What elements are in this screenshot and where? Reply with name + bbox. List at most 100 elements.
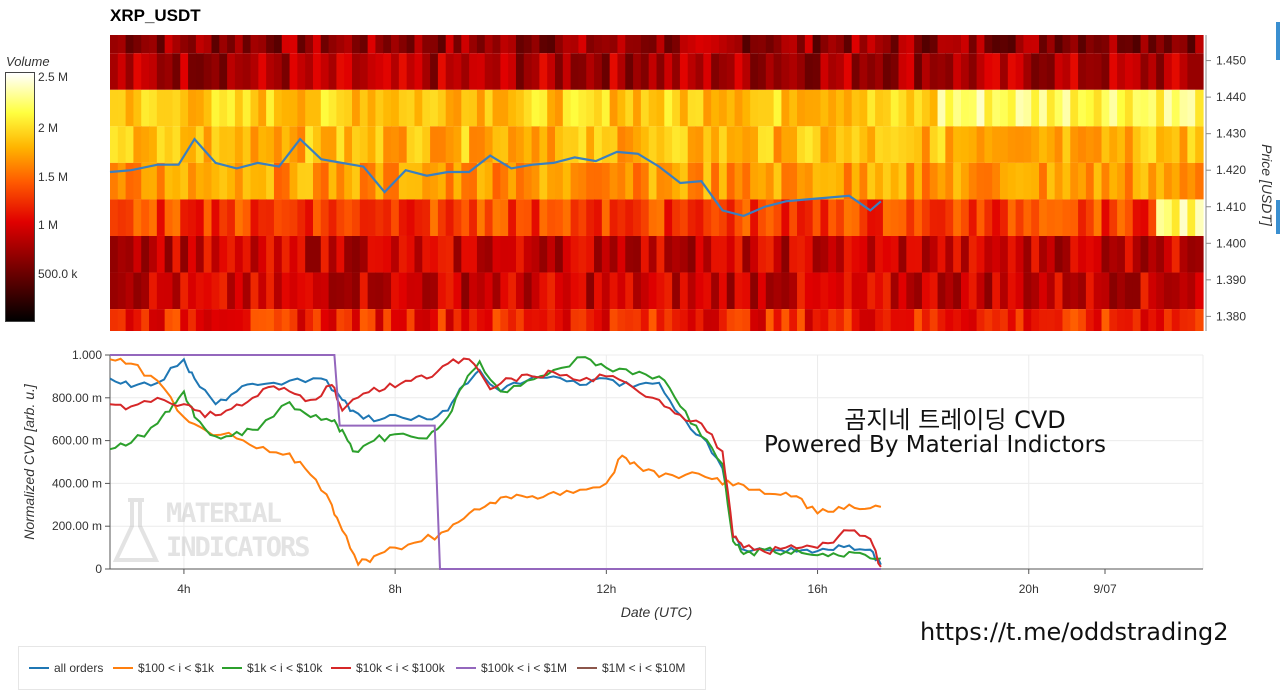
heatmap-cell	[508, 199, 517, 236]
heatmap-cell	[1195, 235, 1204, 273]
heatmap-cell	[867, 162, 876, 200]
legend-item[interactable]: all orders	[29, 661, 103, 675]
heatmap-cell	[422, 272, 431, 310]
heatmap-cell	[555, 272, 564, 310]
heatmap-cell	[984, 126, 993, 163]
heatmap-cell	[1148, 35, 1157, 54]
heatmap-cell	[945, 162, 954, 200]
heatmap-cell	[664, 309, 673, 331]
heatmap-cell	[633, 235, 642, 273]
heatmap-cell	[375, 126, 384, 163]
heatmap-cell	[992, 199, 1001, 236]
telegram-link[interactable]: https://t.me/oddstrading2	[920, 618, 1229, 646]
heatmap-cell	[1148, 235, 1157, 273]
heatmap-cell	[875, 272, 884, 310]
heatmap-cell	[531, 89, 540, 127]
heatmap-cell	[734, 235, 743, 273]
heatmap-cell	[711, 309, 720, 331]
heatmap-cell	[1007, 126, 1017, 163]
heatmap-cell	[789, 235, 798, 273]
heatmap-cell	[305, 35, 314, 54]
heatmap-cell	[555, 35, 564, 54]
heatmap-cell	[500, 235, 509, 273]
heatmap-cell	[1007, 199, 1017, 236]
heatmap-cell	[367, 89, 377, 127]
heatmap-cell	[1156, 309, 1165, 331]
heatmap-cell	[797, 235, 806, 273]
heatmap-cell	[117, 53, 127, 90]
heatmap-cell	[156, 309, 166, 331]
legend-swatch	[577, 667, 597, 669]
heatmap-cell	[227, 309, 236, 331]
heatmap-cell	[812, 199, 822, 236]
heatmap-cell	[133, 35, 142, 54]
heatmap-cell	[437, 89, 447, 127]
heatmap-cell	[336, 162, 345, 200]
heatmap-cell	[875, 53, 884, 90]
heatmap-cell	[266, 309, 275, 331]
heatmap-cell	[110, 53, 119, 90]
heatmap-cell	[125, 162, 135, 200]
heatmap-cell	[836, 235, 845, 273]
y-tick-label: 800.00 m	[52, 391, 102, 405]
heatmap-cell	[1117, 162, 1126, 200]
heatmap-cell	[679, 272, 689, 310]
heatmap-cell	[703, 199, 712, 236]
heatmap-cell	[211, 199, 220, 236]
watermark-text: INDICATORS	[166, 532, 311, 563]
heatmap-cell	[297, 309, 306, 331]
heatmap-cell	[703, 89, 712, 127]
heatmap-cell	[273, 309, 283, 331]
heatmap-cell	[1085, 272, 1095, 310]
heatmap-cell	[1187, 309, 1196, 331]
heatmap-cell	[375, 162, 384, 200]
heatmap-cell	[672, 35, 681, 54]
heatmap-cell	[1156, 235, 1165, 273]
heatmap-cell	[617, 199, 626, 236]
watermark-text: MATERIAL	[166, 498, 282, 529]
heatmap-cell	[765, 235, 775, 273]
heatmap-cell	[773, 199, 783, 236]
chart-legend: all orders $100 < i < $1k $1k < i < $10k $1…	[18, 646, 706, 690]
heatmap-cell	[273, 235, 283, 273]
legend-item[interactable]: $1k < i < $10k	[222, 661, 322, 675]
page-title: XRP_USDT	[110, 6, 201, 25]
heatmap-cell	[125, 235, 135, 273]
price-tick-label: 1.390	[1216, 273, 1246, 287]
heatmap-cell	[1070, 272, 1079, 310]
heatmap-cell	[703, 35, 712, 54]
heatmap-cell	[312, 235, 322, 273]
heatmap-cell	[476, 272, 486, 310]
heatmap-cell	[492, 126, 501, 163]
heatmap-cell	[726, 235, 736, 273]
heatmap-cell	[633, 89, 642, 127]
legend-item[interactable]: $1M < i < $10M	[577, 661, 685, 675]
heatmap-cell	[898, 35, 907, 54]
legend-item[interactable]: $10k < i < $100k	[331, 661, 445, 675]
heatmap-cell	[461, 272, 470, 310]
heatmap-cell	[312, 272, 322, 310]
heatmap-cell	[258, 309, 267, 331]
heatmap-cell	[422, 309, 431, 331]
heatmap-cell	[617, 309, 626, 331]
heatmap-cell	[281, 162, 291, 200]
legend-item[interactable]: $100k < i < $1M	[456, 661, 567, 675]
heatmap-cell	[578, 89, 587, 127]
heatmap-cell	[172, 162, 181, 200]
heatmap-cell	[1117, 199, 1126, 236]
heatmap-cell	[1124, 89, 1134, 127]
heatmap-cell	[945, 53, 954, 90]
heatmap-cell	[211, 53, 220, 90]
heatmap-cell	[164, 35, 174, 54]
heatmap-cell	[500, 89, 509, 127]
heatmap-cell	[750, 89, 759, 127]
heatmap-cell	[570, 89, 580, 127]
legend-item[interactable]: $100 < i < $1k	[113, 661, 214, 675]
heatmap-cell	[1054, 235, 1064, 273]
heatmap-cell	[492, 53, 501, 90]
heatmap-cell	[789, 272, 798, 310]
heatmap-cell	[594, 35, 603, 54]
heatmap-cell	[789, 126, 798, 163]
heatmap-cell	[968, 309, 978, 331]
heatmap-cell	[1039, 199, 1048, 236]
